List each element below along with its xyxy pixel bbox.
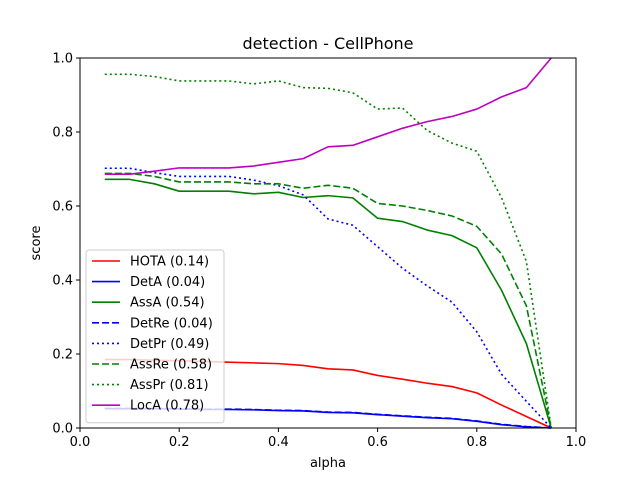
x-tick-label: 0.4	[268, 435, 289, 450]
legend-entry-label: AssA (0.54)	[130, 296, 205, 311]
y-axis-label: score	[29, 226, 44, 261]
y-tick-label: 1.0	[52, 52, 73, 67]
x-tick-label: 0.8	[466, 435, 487, 450]
y-tick-label: 0.2	[52, 348, 73, 363]
legend-entry-label: DetA (0.04)	[130, 275, 205, 290]
x-tick-label: 0.6	[367, 435, 388, 450]
x-tick-label: 1.0	[566, 435, 587, 450]
y-tick-label: 0.6	[52, 200, 73, 215]
x-axis-label: alpha	[310, 456, 346, 471]
chart-title: detection - CellPhone	[243, 34, 414, 53]
y-tick-label: 0.8	[52, 126, 73, 141]
legend-entry-label: LocA (0.78)	[130, 399, 204, 414]
legend-entry-label: DetRe (0.04)	[130, 316, 213, 331]
plot-frame	[79, 57, 577, 429]
legend: HOTA (0.14) DetA (0.04) AssA (0.54) DetRe (…	[85, 249, 225, 424]
legend-box	[85, 249, 225, 424]
x-tick-label: 0.0	[70, 435, 91, 450]
series-line-2	[104, 178, 552, 429]
series-line-5	[104, 172, 552, 429]
x-axis-ticks: 0.0 0.2 0.4 0.6 0.8 1.0	[70, 428, 587, 450]
y-tick-label: 0.4	[52, 274, 73, 289]
legend-entry-label: AssPr (0.81)	[130, 378, 209, 393]
x-tick-label: 0.2	[169, 435, 190, 450]
legend-entry-label: HOTA (0.14)	[130, 255, 209, 270]
y-axis-ticks: 0.0 0.2 0.4 0.6 0.8 1.0	[52, 52, 80, 437]
series-line-4	[104, 167, 552, 429]
y-tick-label: 0.0	[52, 422, 73, 437]
legend-entry-label: AssRe (0.58)	[130, 358, 212, 373]
series-line-7	[104, 57, 552, 175]
legend-entry-label: DetPr (0.49)	[130, 337, 209, 352]
